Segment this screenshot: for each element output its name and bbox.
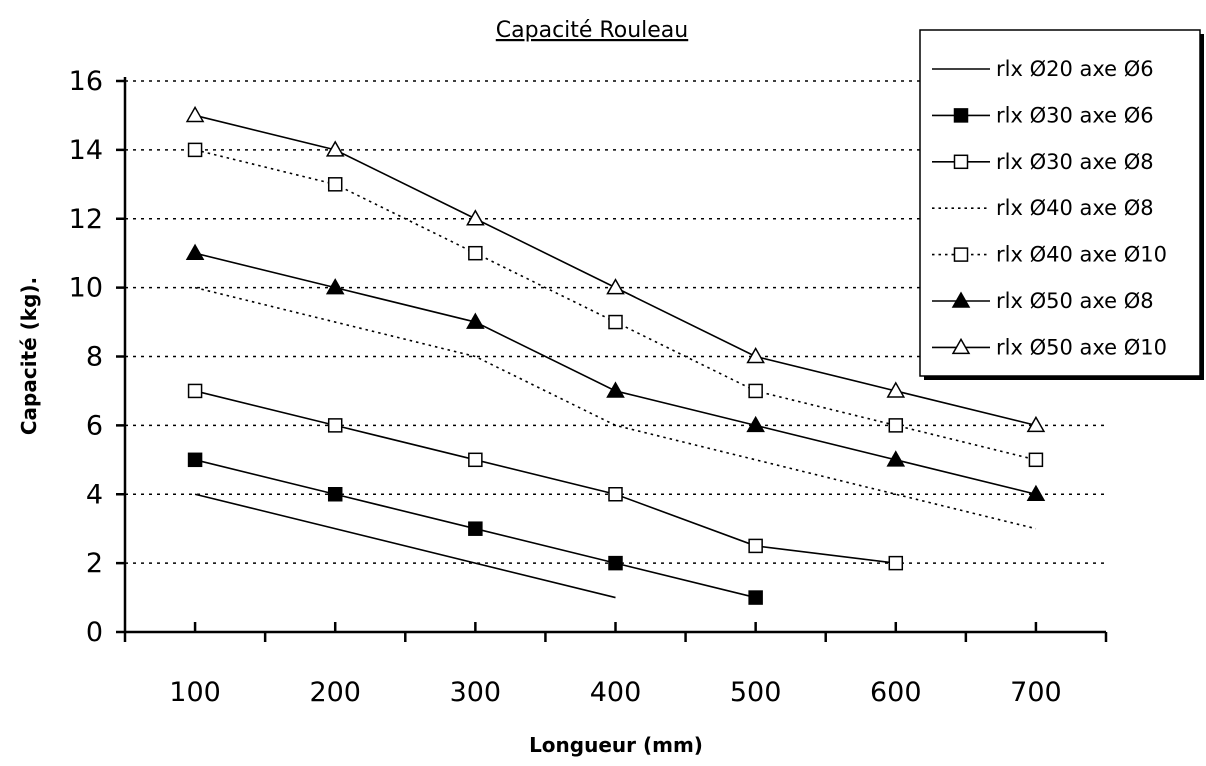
legend-label-6: rlx Ø50 axe Ø8 <box>996 289 1154 313</box>
series-5-point-400 <box>608 314 623 330</box>
series-5-point-600 <box>888 418 904 433</box>
series-3-line <box>194 390 896 564</box>
y-tick-label-10: 10 <box>69 273 103 304</box>
series-6-point-500 <box>746 415 765 433</box>
y-tick-label-8: 8 <box>86 342 103 373</box>
series-6-point-300 <box>466 312 485 329</box>
x-tick-label-600: 600 <box>870 677 922 708</box>
series-4 <box>194 286 1037 530</box>
series-2-point-400 <box>608 555 623 571</box>
series-7-point-500 <box>746 346 765 364</box>
series-7-point-100 <box>185 105 205 123</box>
series-6-point-100 <box>185 243 205 260</box>
series-1 <box>194 493 616 599</box>
series-6 <box>185 243 1046 501</box>
chart-title: Capacité Rouleau <box>496 18 688 43</box>
series-7-point-200 <box>325 140 345 157</box>
x-tick-label-500: 500 <box>730 677 782 708</box>
y-tick-label-6: 6 <box>86 410 103 441</box>
series-2-point-500 <box>748 590 763 605</box>
series-4-line <box>194 286 1037 530</box>
legend-label-5: rlx Ø40 axe Ø10 <box>996 243 1167 267</box>
series-1-line <box>194 493 616 599</box>
x-tick-label-700: 700 <box>1010 677 1062 708</box>
y-tick-label-4: 4 <box>86 479 103 510</box>
series-layer <box>185 105 1046 605</box>
legend-box <box>919 29 1201 377</box>
series-7 <box>185 105 1046 433</box>
series-5-line <box>194 149 1037 461</box>
series-7-point-400 <box>606 278 625 295</box>
x-tick-label-300: 300 <box>450 677 502 708</box>
series-5-point-500 <box>748 383 763 399</box>
series-5-point-100 <box>187 142 203 158</box>
y-tick-label-2: 2 <box>86 548 103 579</box>
y-tick-label-14: 14 <box>69 135 103 166</box>
series-3-point-600 <box>888 555 904 571</box>
series-6-point-200 <box>325 278 345 295</box>
series-5-point-300 <box>468 245 483 261</box>
series-2-point-100 <box>187 452 203 468</box>
y-tick-label-12: 12 <box>69 204 103 235</box>
series-2-point-200 <box>327 487 343 502</box>
x-tick-label-100: 100 <box>169 677 221 708</box>
axes: 0 2 4 6 8 10 12 14 16 100 200 300 400 500 600 700 <box>69 66 1108 708</box>
series-2 <box>187 452 763 605</box>
series-6-point-600 <box>886 450 906 467</box>
legend-marker-3 <box>953 154 969 170</box>
legend-label-7: rlx Ø50 axe Ø10 <box>996 335 1167 359</box>
series-7-point-700 <box>1026 415 1046 433</box>
series-3-point-200 <box>327 418 343 433</box>
series-3-point-400 <box>608 487 623 502</box>
series-2-point-300 <box>468 521 483 536</box>
legend-label-3: rlx Ø30 axe Ø8 <box>996 150 1154 174</box>
legend-marker-2 <box>953 108 969 123</box>
series-7-line <box>194 114 1037 427</box>
series-5-point-700 <box>1028 452 1044 468</box>
y-tick-label-16: 16 <box>69 66 103 97</box>
series-3 <box>187 383 904 571</box>
legend-label-4: rlx Ø40 axe Ø8 <box>996 196 1154 220</box>
legend-marker-5 <box>953 247 969 262</box>
legend-marker-7 <box>951 337 971 355</box>
y-tick-label-0: 0 <box>86 617 103 648</box>
series-3-point-500 <box>748 538 763 554</box>
x-axis-label: Longueur (mm) <box>529 733 703 757</box>
legend-label-2: rlx Ø30 axe Ø6 <box>996 103 1154 127</box>
series-7-point-300 <box>466 209 485 226</box>
series-3-point-100 <box>187 383 203 399</box>
legend: rlx Ø20 axe Ø6 rlx Ø30 axe Ø6 rlx Ø30 axe … <box>919 29 1204 380</box>
legend-label-1: rlx Ø20 axe Ø6 <box>996 57 1154 81</box>
series-3-point-300 <box>468 452 483 468</box>
x-tick-label-200: 200 <box>309 677 361 708</box>
series-7-point-600 <box>886 381 906 398</box>
series-6-point-700 <box>1026 484 1046 501</box>
y-axis-label: Capacité (kg). <box>17 277 41 435</box>
series-5 <box>187 142 1044 468</box>
series-5-point-200 <box>327 177 343 192</box>
x-tick-label-400: 400 <box>590 677 642 708</box>
series-6-point-400 <box>606 381 625 398</box>
legend-marker-6 <box>951 291 971 308</box>
